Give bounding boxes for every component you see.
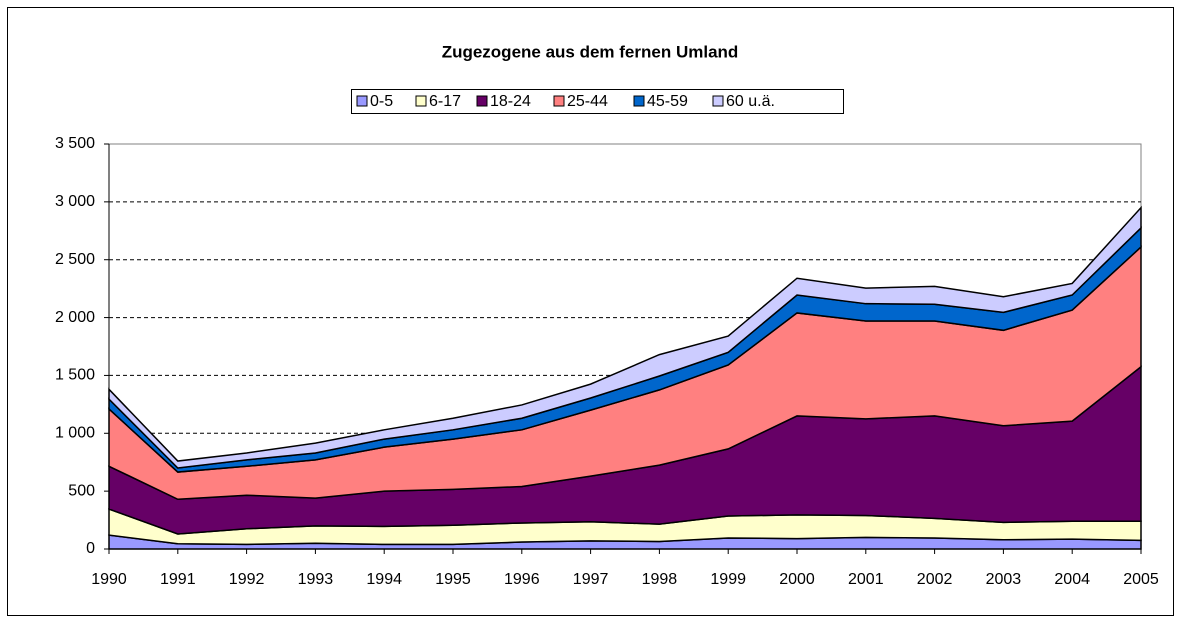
- y-tick-label: 2 500: [55, 251, 95, 268]
- x-tick-label: 1991: [160, 571, 196, 588]
- x-tick-label: 1996: [504, 571, 540, 588]
- x-tick-label: 1999: [710, 571, 746, 588]
- x-tick-label: 1990: [91, 571, 127, 588]
- legend-swatch: [415, 95, 427, 107]
- x-tick-label: 1995: [435, 571, 471, 588]
- legend-label: 45-59: [647, 93, 688, 110]
- y-tick-label: 1 500: [55, 367, 95, 384]
- legend-label: 60 u.ä.: [726, 93, 775, 110]
- legend-swatch: [356, 95, 368, 107]
- legend-label: 25-44: [567, 93, 608, 110]
- legend-swatch: [553, 95, 565, 107]
- x-tick-label: 1998: [642, 571, 678, 588]
- y-tick-label: 1 000: [55, 425, 95, 442]
- legend-label: 6-17: [429, 93, 461, 110]
- chart-title: Zugezogene aus dem fernen Umland: [442, 42, 739, 61]
- y-tick-label: 3 500: [55, 135, 95, 152]
- legend-label: 18-24: [490, 93, 531, 110]
- x-tick-label: 1992: [229, 571, 265, 588]
- area: [108, 205, 1142, 469]
- legend-box: [351, 89, 844, 114]
- x-tick-label: 1994: [366, 571, 402, 588]
- legend-label: 0-5: [370, 93, 393, 110]
- x-tick-label: 1993: [298, 571, 334, 588]
- x-tick-label: 2004: [1054, 571, 1090, 588]
- y-tick-label: 500: [68, 482, 95, 499]
- legend-swatch: [476, 95, 488, 107]
- legend-swatch: [633, 95, 645, 107]
- legend-swatch: [712, 95, 724, 107]
- x-tick-label: 2003: [986, 571, 1022, 588]
- x-tick-label: 2000: [779, 571, 815, 588]
- x-tick-label: 2002: [917, 571, 953, 588]
- x-tick-label: 2005: [1123, 571, 1159, 588]
- y-tick-label: 0: [86, 540, 95, 557]
- x-tick-label: 2001: [848, 571, 884, 588]
- x-tick-label: 1997: [573, 571, 609, 588]
- y-tick-label: 2 000: [55, 309, 95, 326]
- y-tick-label: 3 000: [55, 193, 95, 210]
